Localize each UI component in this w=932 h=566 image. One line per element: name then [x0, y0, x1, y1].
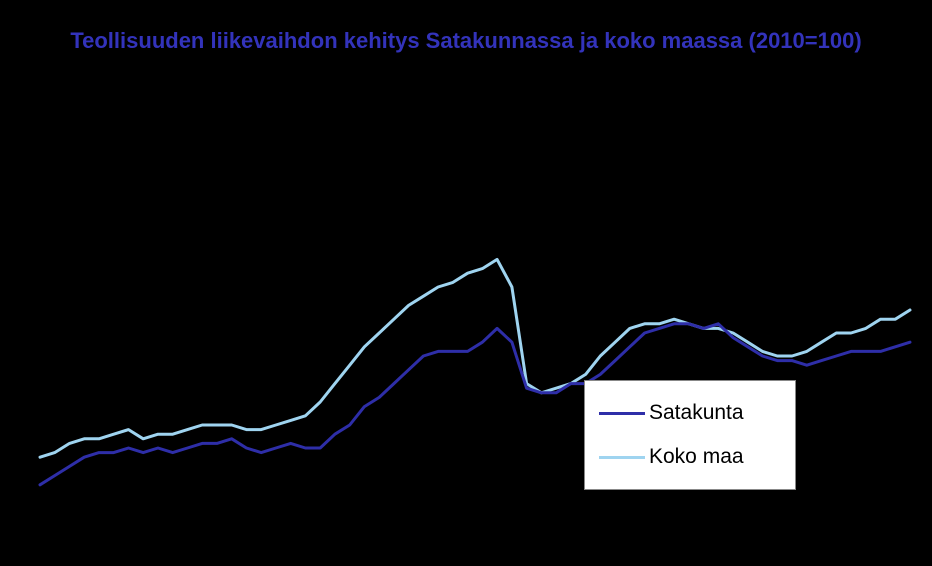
chart-container: Teollisuuden liikevaihdon kehitys Sataku…	[0, 0, 932, 566]
legend-item-satakunta: Satakunta	[599, 391, 775, 435]
legend-swatch-satakunta	[599, 412, 645, 415]
legend-item-kokomaa: Koko maa	[599, 435, 775, 479]
legend-swatch-kokomaa	[599, 456, 645, 459]
legend-label-kokomaa: Koko maa	[649, 445, 744, 469]
legend-label-satakunta: Satakunta	[649, 401, 744, 425]
legend: Satakunta Koko maa	[584, 380, 796, 490]
